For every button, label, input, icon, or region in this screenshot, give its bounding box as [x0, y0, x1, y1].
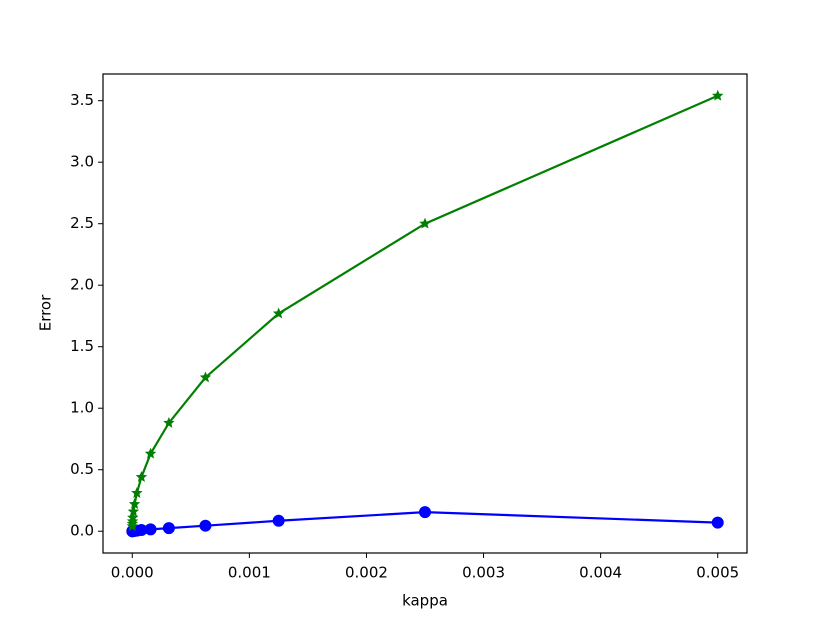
x-tick-label: 0.005 [696, 564, 739, 582]
point [126, 520, 139, 532]
point [163, 416, 175, 428]
x-tick-label: 0.003 [462, 564, 505, 582]
x-tick-label: 0.004 [579, 564, 622, 582]
x-tick-label: 0.002 [345, 564, 388, 582]
point [419, 506, 431, 519]
y-tick-label: 3.5 [70, 91, 94, 109]
point [127, 505, 140, 517]
y-tick-label: 0.0 [70, 522, 94, 540]
point [144, 523, 157, 536]
point [711, 516, 724, 529]
point [272, 307, 285, 319]
plot-frame [102, 73, 748, 554]
x-axis-label: kappa [402, 592, 448, 610]
point [712, 89, 724, 101]
y-tick-label: 3.0 [70, 153, 94, 171]
point [135, 471, 148, 482]
point [128, 498, 141, 510]
series-line [131, 94, 719, 527]
point [199, 371, 212, 383]
point [144, 447, 157, 459]
point [131, 487, 143, 498]
point [419, 217, 431, 229]
y-tick-label: 2.5 [70, 214, 94, 232]
point [272, 514, 285, 527]
x-tick-label: 0.000 [111, 564, 154, 582]
y-tick-label: 2.0 [70, 276, 94, 294]
point [162, 522, 175, 535]
x-tick-label: 0.001 [228, 564, 271, 582]
y-axis-label: Error [37, 294, 55, 331]
y-tick-label: 0.5 [70, 460, 94, 478]
y-tick-label: 1.5 [70, 337, 94, 355]
point [199, 519, 212, 532]
y-tick-label: 1.0 [70, 399, 94, 417]
